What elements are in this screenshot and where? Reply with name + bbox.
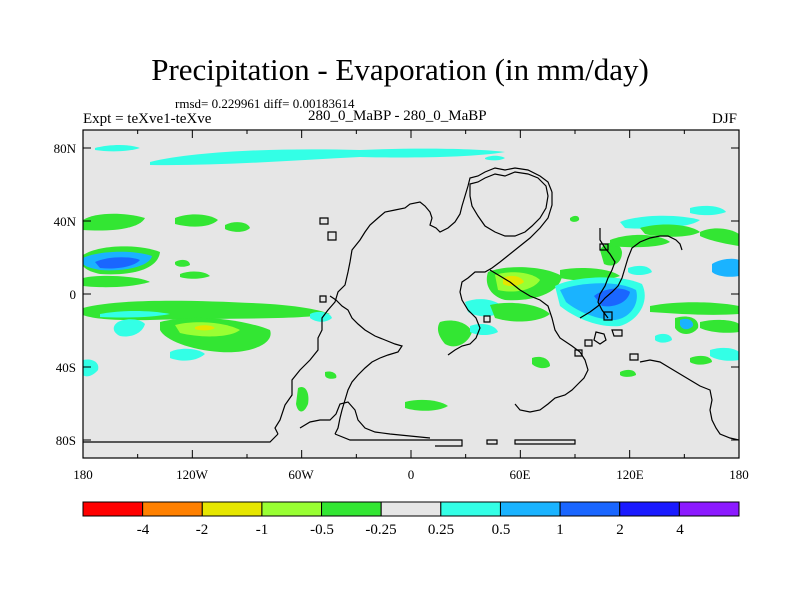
colorbar-label: -0.25 <box>365 522 396 538</box>
coastline-south-polar <box>83 433 463 447</box>
coastline-americas-east <box>447 192 553 356</box>
anomaly-region <box>150 148 505 166</box>
anomaly-region <box>100 311 170 318</box>
x-axis-label: 0 <box>408 467 415 482</box>
anomaly-region <box>175 259 190 267</box>
colorbar-label: -2 <box>196 522 209 538</box>
anomaly-region <box>610 234 670 248</box>
anomaly-region <box>325 371 337 379</box>
anomaly-region <box>690 205 726 216</box>
coastline-australia <box>639 359 739 441</box>
colorbar-swatch <box>380 501 442 517</box>
y-axis-label: 80N <box>54 141 77 156</box>
colorbar-swatch <box>321 501 382 517</box>
colorbar-swatch <box>678 501 740 517</box>
colorbar-label: 1 <box>556 522 564 538</box>
anomaly-region <box>485 155 505 161</box>
x-axis-label: 120W <box>176 467 209 482</box>
colorbar-swatch <box>559 501 621 517</box>
anomaly-region <box>437 320 472 347</box>
anomaly-region <box>712 258 739 277</box>
anomaly-fields <box>83 145 739 412</box>
y-axis-label: 40N <box>54 214 77 229</box>
experiment-label: Expt = teXve1-teXve <box>83 111 212 127</box>
colorbar-swatch <box>619 501 680 517</box>
anomaly-region <box>405 399 448 411</box>
colorbar-swatch <box>499 501 561 517</box>
coastline-americas <box>274 167 553 435</box>
anomaly-region <box>700 319 739 333</box>
colorbar-label: 2 <box>616 522 624 538</box>
anomaly-region <box>503 275 524 287</box>
coastline-south-america <box>329 295 403 435</box>
y-axis-ticks <box>83 147 739 441</box>
anomaly-region <box>680 318 694 330</box>
chart-title: Precipitation - Evaporation (in mm/day) <box>151 52 649 87</box>
anomaly-region <box>620 369 636 377</box>
anomaly-region <box>195 325 215 331</box>
anomaly-region <box>83 275 150 288</box>
continent-outlines <box>83 167 739 447</box>
season-label: DJF <box>712 111 738 127</box>
coastline-asia <box>579 235 683 319</box>
colorbar-swatch <box>82 501 144 517</box>
anomaly-region <box>95 257 140 269</box>
colorbar-label: 0.5 <box>492 522 511 538</box>
anomaly-region <box>655 333 672 343</box>
colorbar-label: -0.5 <box>310 522 334 538</box>
colorbar-swatch <box>142 501 203 517</box>
anomaly-region <box>640 224 700 237</box>
colorbar-labels: -4 -2 -1 -0.5 -0.25 0.25 0.5 1 2 4 <box>137 522 685 538</box>
anomaly-region <box>310 311 332 322</box>
coastline-asia-east <box>597 228 616 319</box>
colorbar-label: -1 <box>256 522 269 538</box>
x-axis-label: 60W <box>288 467 314 482</box>
anomaly-region <box>225 222 250 232</box>
anomaly-region <box>175 214 218 227</box>
colorbar-label: 4 <box>676 522 684 538</box>
anomaly-region <box>700 228 739 246</box>
anomaly-region <box>180 271 210 279</box>
colorbar-swatch <box>201 501 263 517</box>
anomaly-region <box>650 302 739 315</box>
x-axis-label: 180 <box>729 467 749 482</box>
y-axis-label: 40S <box>56 360 76 375</box>
anomaly-region <box>710 347 739 361</box>
anomaly-region <box>690 355 712 365</box>
coastline-antarctic-peninsula <box>299 401 431 439</box>
x-axis-label: 60E <box>510 467 531 482</box>
coastline-indonesia <box>593 311 623 345</box>
y-axis-label: 80S <box>56 433 76 448</box>
case-label: 280_0_MaBP - 280_0_MaBP <box>308 108 487 124</box>
island-outline <box>599 243 639 361</box>
anomaly-region <box>532 356 550 369</box>
anomaly-region <box>594 288 630 307</box>
colorbar <box>82 501 740 517</box>
island-outline <box>319 217 337 303</box>
anomaly-region <box>470 324 498 335</box>
anomaly-region <box>95 145 140 152</box>
colorbar-label: 0.25 <box>428 522 454 538</box>
rmsd-diff-stats: rmsd= 0.229961 diff= 0.00183614 <box>175 96 355 111</box>
colorbar-label: -4 <box>137 522 150 538</box>
anomaly-region <box>83 359 99 377</box>
colorbar-swatch <box>440 501 501 517</box>
anomaly-region <box>170 348 205 361</box>
anomaly-region <box>490 302 550 322</box>
island-outline <box>483 315 593 357</box>
y-axis-label: 0 <box>70 287 77 302</box>
anomaly-region <box>628 265 652 275</box>
anomaly-region <box>113 319 145 337</box>
coastline-greenland <box>469 171 549 237</box>
anomaly-region <box>83 213 145 231</box>
coastline-antarctic-east <box>486 439 576 445</box>
x-axis-ticks <box>82 130 740 458</box>
anomaly-region <box>570 215 580 222</box>
x-axis-label: 180 <box>73 467 93 482</box>
colorbar-swatch <box>261 501 323 517</box>
x-axis-label: 120E <box>616 467 644 482</box>
anomaly-region <box>296 386 309 412</box>
